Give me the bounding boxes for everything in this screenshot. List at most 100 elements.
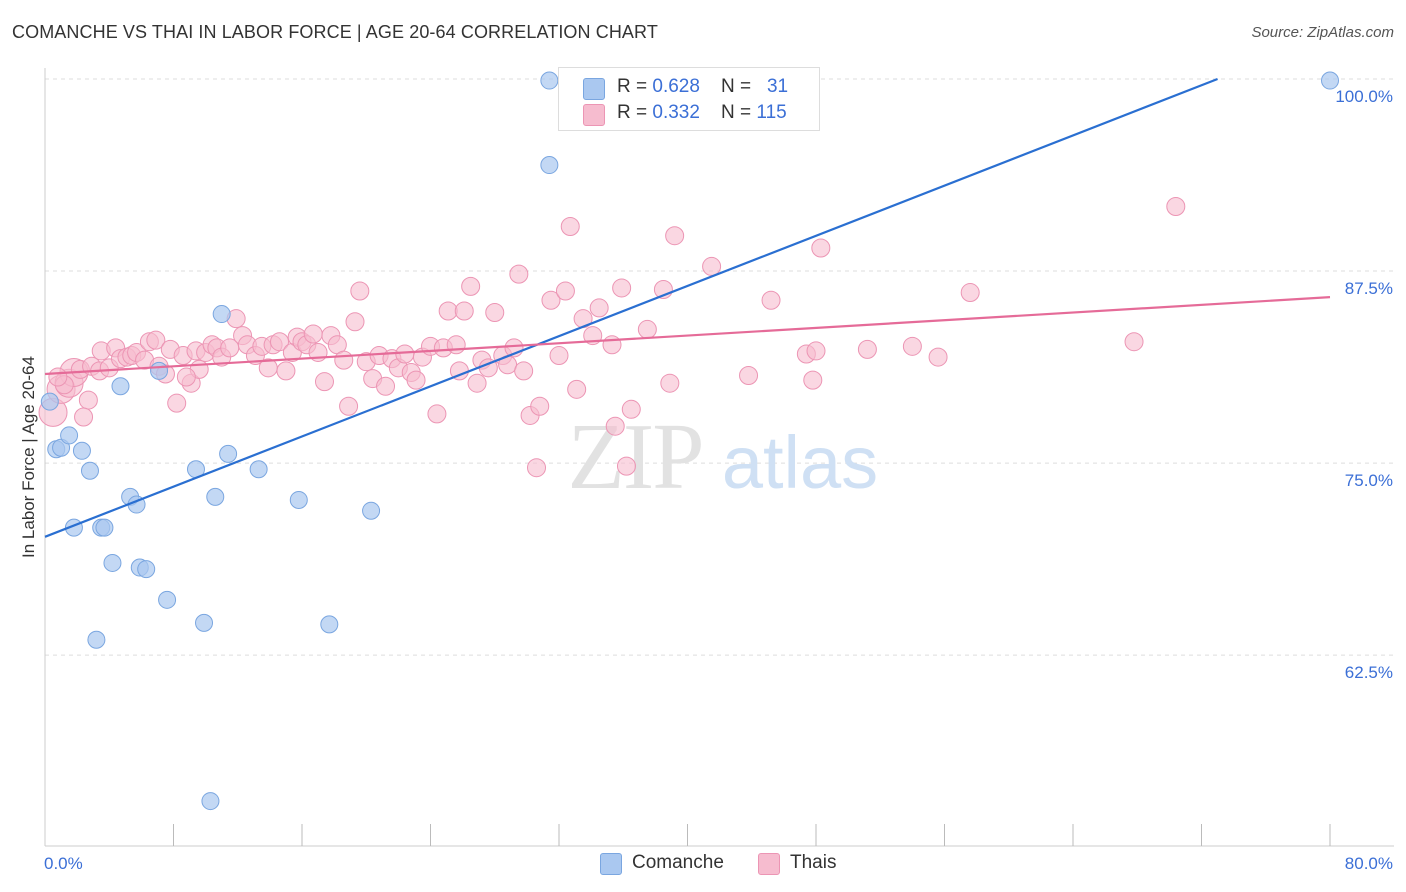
thais-point bbox=[446, 335, 466, 355]
comanche-point bbox=[540, 71, 559, 90]
comanche-point bbox=[87, 630, 106, 649]
thais-point bbox=[48, 367, 68, 387]
thais-point bbox=[314, 372, 334, 392]
comanche-point bbox=[40, 392, 59, 411]
comanche-points bbox=[40, 71, 1339, 811]
thais-point bbox=[454, 301, 474, 321]
comanche-point bbox=[219, 444, 238, 463]
thais-point bbox=[621, 399, 641, 419]
comanche-point bbox=[80, 461, 99, 480]
thais-point bbox=[612, 278, 632, 298]
thais-point bbox=[146, 330, 166, 350]
comanche-point bbox=[60, 426, 79, 445]
comanche-point bbox=[95, 518, 114, 537]
thais-swatch bbox=[758, 853, 780, 875]
comanche-point bbox=[158, 590, 177, 609]
axis-labels: 62.5% 75.0% 87.5% 100.0% 0.0% 80.0% bbox=[44, 87, 1393, 873]
thais-point bbox=[902, 336, 922, 356]
legend-label: Comanche bbox=[632, 852, 724, 873]
x-tick-label: 0.0% bbox=[44, 854, 83, 873]
thais-point bbox=[270, 332, 290, 352]
y-tick-label: 75.0% bbox=[1345, 471, 1393, 490]
watermark-zip: ZIP bbox=[568, 405, 703, 509]
thais-point bbox=[605, 416, 625, 436]
n-label: N = bbox=[721, 102, 757, 123]
thais-point bbox=[857, 339, 877, 359]
legend-label: Thais bbox=[790, 852, 837, 873]
comanche-point bbox=[212, 305, 231, 324]
thais-point bbox=[960, 283, 980, 303]
thais-point bbox=[485, 303, 505, 323]
thais-point bbox=[339, 396, 359, 416]
thais-point bbox=[461, 276, 481, 296]
r-label: R = bbox=[617, 76, 653, 97]
watermark-atlas: atlas bbox=[722, 421, 878, 504]
chart-title: COMANCHE VS THAI IN LABOR FORCE | AGE 20… bbox=[12, 22, 658, 42]
comanche-trend-line bbox=[44, 77, 1218, 538]
comanche-point bbox=[137, 560, 156, 579]
r-value: 0.628 bbox=[652, 76, 700, 97]
y-tick-label: 62.5% bbox=[1345, 663, 1393, 682]
thais-point bbox=[555, 281, 575, 301]
thais-point bbox=[806, 341, 826, 361]
n-value: 115 bbox=[756, 102, 787, 123]
thais-point bbox=[527, 458, 547, 478]
thais-point bbox=[803, 370, 823, 390]
grid-lines bbox=[45, 78, 1394, 656]
thais-point bbox=[509, 264, 529, 284]
thais-point bbox=[761, 290, 781, 310]
thais-point bbox=[739, 366, 759, 386]
y-axis-title: In Labor Force | Age 20-64 bbox=[19, 356, 38, 558]
comanche-point bbox=[362, 501, 381, 520]
comanche-point bbox=[206, 487, 225, 506]
thais-points bbox=[38, 197, 1186, 478]
r-value: 0.332 bbox=[652, 102, 700, 123]
axes bbox=[44, 68, 1394, 847]
thais-point bbox=[167, 393, 187, 413]
thais-point bbox=[1166, 197, 1186, 217]
comanche-point bbox=[1321, 71, 1339, 90]
thais-point bbox=[78, 390, 98, 410]
comanche-point bbox=[111, 377, 130, 396]
thais-point bbox=[334, 350, 354, 370]
thais-point bbox=[660, 373, 680, 393]
thais-point bbox=[514, 361, 534, 381]
thais-point bbox=[467, 373, 487, 393]
comanche-swatch bbox=[600, 853, 622, 875]
trend-lines bbox=[44, 77, 1331, 538]
y-tick-label: 100.0% bbox=[1335, 87, 1393, 106]
thais-point bbox=[616, 456, 636, 476]
comanche-point bbox=[320, 615, 339, 634]
comanche-point bbox=[289, 490, 308, 509]
series-legend: Comanche Thais bbox=[0, 852, 1406, 876]
comanche-point bbox=[72, 441, 91, 460]
thais-point bbox=[665, 226, 685, 246]
comanche-point bbox=[195, 613, 214, 632]
thais-point bbox=[530, 396, 550, 416]
stats-legend: R = 0.628 N = 31 R = 0.332 N = 115 bbox=[558, 67, 820, 131]
thais-point bbox=[303, 324, 323, 344]
y-tick-label: 87.5% bbox=[1345, 279, 1393, 298]
r-label: R = bbox=[617, 102, 653, 123]
thais-point bbox=[811, 238, 831, 258]
x-tick-label: 80.0% bbox=[1345, 854, 1393, 873]
thais-point bbox=[376, 376, 396, 396]
thais-point bbox=[395, 344, 415, 364]
comanche-point bbox=[540, 156, 559, 175]
thais-point bbox=[350, 281, 370, 301]
thais-point bbox=[702, 256, 722, 276]
comanche-point bbox=[249, 460, 268, 479]
n-value: 31 bbox=[766, 76, 789, 97]
thais-point bbox=[276, 361, 296, 381]
watermark: ZIP atlas bbox=[568, 405, 879, 509]
thais-point bbox=[1124, 332, 1144, 352]
thais-point bbox=[560, 216, 580, 236]
thais-point bbox=[541, 290, 561, 310]
thais-point bbox=[602, 335, 622, 355]
thais-point bbox=[406, 370, 426, 390]
source-label: Source: ZipAtlas.com bbox=[1251, 24, 1394, 41]
comanche-point bbox=[201, 792, 220, 811]
thais-trend-line bbox=[44, 296, 1331, 376]
comanche-point bbox=[103, 553, 122, 572]
